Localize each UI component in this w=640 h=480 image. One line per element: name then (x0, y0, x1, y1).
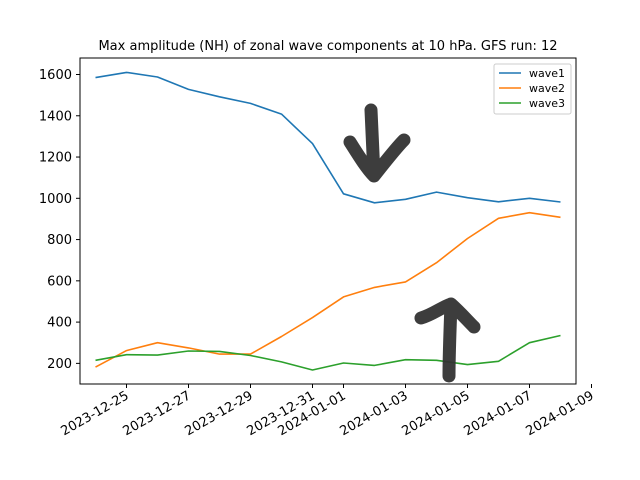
annotations (343, 103, 481, 383)
legend-label-wave3: wave3 (529, 97, 565, 110)
series-line-wave3 (95, 334, 561, 371)
y-tick-label: 1000 (39, 192, 72, 207)
x-tick-label: 2024-01-05 (400, 388, 473, 439)
y-tick-label: 200 (47, 357, 72, 372)
y-tick-label: 1200 (39, 151, 72, 166)
legend-label-wave1: wave1 (529, 67, 565, 80)
up-arrow-annotation (414, 297, 481, 383)
plot-frame (79, 57, 577, 385)
x-axis: 2023-12-252023-12-272023-12-292023-12-31… (59, 384, 597, 439)
y-tick-label: 1400 (39, 109, 72, 124)
series-lines (95, 71, 561, 371)
x-tick-label: 2023-12-25 (59, 388, 132, 439)
y-tick-label: 600 (47, 274, 72, 289)
chart-title: Max amplitude (NH) of zonal wave compone… (98, 39, 557, 54)
y-tick-label: 1600 (39, 68, 72, 83)
y-tick-label: 800 (47, 233, 72, 248)
down-arrow-annotation (343, 103, 411, 183)
x-tick-label: 2023-12-29 (183, 388, 256, 439)
series-line-wave2 (95, 211, 561, 368)
legend-label-wave2: wave2 (529, 82, 565, 95)
x-tick-label: 2024-01-09 (524, 388, 597, 439)
legend-box (493, 63, 572, 115)
y-axis: 200 400 600 800 1000 1200 1400 1600 (39, 68, 80, 372)
x-tick-label: 2024-01-07 (462, 388, 535, 439)
y-tick-label: 400 (47, 316, 72, 331)
legend: wave1 wave2 wave3 (493, 63, 572, 115)
series-line-wave1 (95, 71, 561, 204)
x-tick-label: 2023-12-27 (121, 388, 194, 439)
x-tick-label: 2024-01-03 (338, 388, 411, 439)
